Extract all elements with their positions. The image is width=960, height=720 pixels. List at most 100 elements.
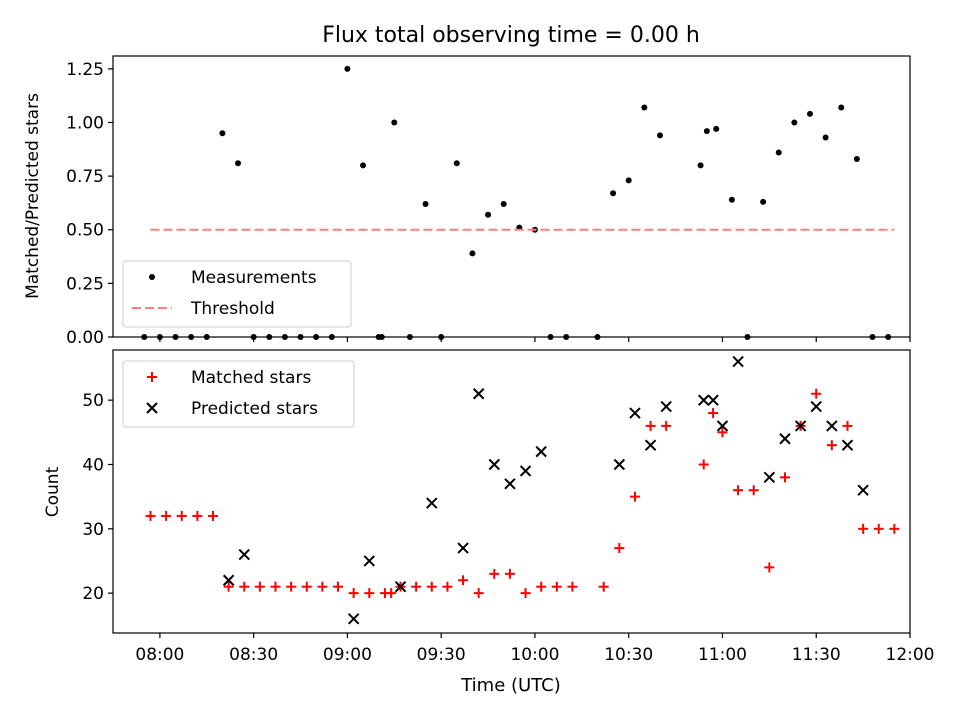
predicted-stars-point bbox=[794, 420, 807, 432]
predicted-stars-point bbox=[707, 394, 719, 406]
legend: Matched stars Predicted stars bbox=[122, 360, 355, 428]
x-tick-label: 09:30 bbox=[417, 645, 466, 665]
legend-label: Measurements bbox=[191, 268, 317, 288]
predicted-stars-point bbox=[660, 400, 672, 413]
measurement-point bbox=[713, 125, 720, 132]
measurement-point bbox=[250, 334, 257, 340]
predicted-stars-point bbox=[504, 478, 516, 490]
measurement-point bbox=[391, 119, 398, 126]
measurement-point bbox=[594, 334, 601, 340]
predicted-stars-point bbox=[472, 388, 485, 400]
x-tick-label: 11:30 bbox=[792, 645, 841, 665]
measurement-point bbox=[744, 334, 751, 340]
measurement-point bbox=[141, 334, 148, 340]
matched-stars-point bbox=[270, 581, 281, 592]
y-tick-label: 0.50 bbox=[66, 221, 104, 241]
measurement-point bbox=[656, 132, 663, 139]
measurement-point bbox=[869, 334, 876, 340]
matched-stars-point bbox=[661, 420, 672, 431]
measurement-point bbox=[203, 334, 210, 340]
matched-stars-point bbox=[733, 485, 744, 496]
measurement-point bbox=[641, 104, 648, 111]
x-tick-label: 08:30 bbox=[229, 645, 278, 665]
measurement-point bbox=[838, 104, 845, 111]
measurement-point bbox=[281, 334, 288, 340]
measurement-point bbox=[172, 334, 179, 340]
matched-stars-point bbox=[301, 581, 312, 592]
matched-stars-point bbox=[520, 588, 531, 599]
matched-stars-point bbox=[348, 588, 359, 599]
x-b bbox=[732, 355, 744, 368]
x-b bbox=[363, 555, 375, 567]
measurement-point bbox=[697, 162, 704, 169]
measurement-point bbox=[485, 211, 492, 218]
legend-x-icon bbox=[146, 402, 158, 414]
matched-stars-point bbox=[317, 581, 328, 592]
predicted-stars-point bbox=[826, 420, 838, 432]
predicted-stars-point bbox=[698, 394, 710, 406]
predicted-stars-point bbox=[779, 433, 791, 445]
y-tick-label: 0.75 bbox=[66, 167, 104, 187]
x-b bbox=[457, 542, 469, 554]
x-b bbox=[644, 439, 657, 451]
y-axis-label: Count bbox=[43, 466, 63, 517]
matched-stars-point bbox=[858, 523, 869, 534]
x-tick-label: 10:00 bbox=[510, 645, 559, 665]
measurement-point bbox=[885, 334, 892, 340]
matched-stars-point bbox=[161, 510, 172, 521]
legend-label: Threshold bbox=[190, 299, 275, 319]
measurement-point bbox=[360, 162, 367, 169]
y-tick-label: 50 bbox=[82, 391, 104, 411]
measurement-point bbox=[219, 130, 226, 137]
x-b bbox=[519, 465, 532, 477]
measurement-point bbox=[328, 334, 335, 340]
measurement-point bbox=[728, 196, 735, 203]
legend-dot-icon bbox=[149, 274, 155, 280]
matched-stars-point bbox=[598, 581, 609, 592]
y-tick-label: 40 bbox=[82, 455, 104, 475]
matched-stars-point bbox=[567, 581, 578, 592]
predicted-stars-point bbox=[222, 574, 235, 586]
matched-stars-point bbox=[614, 543, 625, 554]
x-b bbox=[794, 420, 807, 432]
matched-stars-point bbox=[386, 588, 397, 599]
data-layer bbox=[141, 65, 895, 340]
axes-frame bbox=[112, 55, 911, 338]
matched-stars-point bbox=[748, 485, 759, 496]
matched-stars-point bbox=[764, 562, 775, 573]
matched-stars-point bbox=[698, 459, 709, 470]
matched-stars-point bbox=[811, 388, 822, 399]
y-tick-label: 20 bbox=[82, 584, 104, 604]
matched-stars-point bbox=[333, 581, 344, 592]
matched-stars-point bbox=[286, 581, 297, 592]
predicted-stars-point bbox=[857, 484, 869, 496]
predicted-stars-point bbox=[644, 439, 657, 451]
x-b bbox=[222, 574, 235, 586]
measurement-point bbox=[188, 334, 195, 340]
matched-stars-point bbox=[458, 575, 469, 586]
x-b bbox=[707, 394, 719, 406]
measurement-point bbox=[547, 334, 554, 340]
matched-stars-point bbox=[629, 491, 640, 502]
axes-frame bbox=[112, 349, 911, 634]
measurement-point bbox=[378, 334, 385, 340]
x-axis-label: Time (UTC) bbox=[460, 675, 561, 696]
x-b bbox=[857, 484, 869, 496]
matched-stars-point bbox=[842, 420, 853, 431]
measurement-point bbox=[406, 334, 413, 340]
legend: Measurements Threshold bbox=[122, 260, 352, 328]
measurement-point bbox=[266, 334, 273, 340]
measurement-point bbox=[313, 334, 320, 340]
predicted-stars-point bbox=[363, 555, 375, 567]
matched-stars-point bbox=[873, 523, 884, 534]
x-tick-label: 09:00 bbox=[323, 645, 372, 665]
predicted-stars-point bbox=[519, 465, 532, 477]
measurement-point bbox=[610, 190, 617, 197]
matched-stars-point bbox=[254, 581, 265, 592]
measurement-point bbox=[344, 65, 351, 72]
predicted-stars-point bbox=[238, 548, 250, 561]
x-b bbox=[629, 407, 641, 419]
x-b bbox=[488, 458, 501, 471]
x-b bbox=[698, 394, 710, 406]
predicted-stars-point bbox=[629, 407, 641, 419]
